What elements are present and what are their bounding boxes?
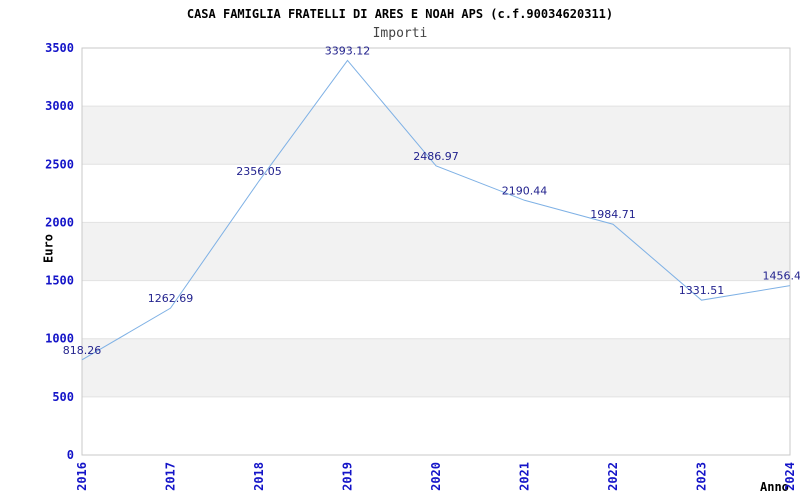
- x-tick-label: 2017: [164, 462, 178, 491]
- grid-band: [82, 222, 790, 281]
- x-tick-label: 2018: [252, 462, 266, 491]
- y-tick-label: 0: [67, 448, 74, 462]
- x-tick-label: 2016: [75, 462, 89, 491]
- y-tick-label: 500: [52, 390, 74, 404]
- x-tick-label: 2021: [518, 462, 532, 491]
- y-tick-label: 1500: [45, 274, 74, 288]
- data-point-label: 818.26: [63, 344, 102, 357]
- data-point-label: 2486.97: [413, 150, 459, 163]
- data-point-label: 3393.12: [325, 44, 371, 57]
- plot-border: [81, 47, 791, 456]
- data-point-label: 1456.4: [763, 270, 800, 283]
- data-point-label: 1331.51: [679, 284, 725, 297]
- y-tick-label: 3000: [45, 99, 74, 113]
- x-tick-label: 2024: [783, 462, 797, 491]
- x-tick-label: 2023: [695, 462, 709, 491]
- grid-band: [82, 338, 790, 397]
- data-point-label: 2190.44: [502, 184, 548, 197]
- grid-band: [82, 106, 790, 165]
- y-tick-label: 2000: [45, 215, 74, 229]
- chart-subtitle: Importi: [372, 26, 428, 41]
- data-point-label: 2356.05: [236, 165, 282, 178]
- x-tick-label: 2019: [341, 462, 355, 491]
- chart-title: CASA FAMIGLIA FRATELLI DI ARES E NOAH AP…: [186, 7, 614, 21]
- data-point-label: 1262.69: [148, 292, 194, 305]
- x-axis-title: Anno: [760, 480, 789, 494]
- x-tick-label: 2022: [606, 462, 620, 491]
- data-point-label: 1984.71: [590, 208, 636, 221]
- y-tick-label: 3500: [45, 41, 74, 55]
- y-tick-label: 2500: [45, 157, 74, 171]
- series-line: [81, 59, 791, 361]
- y-tick-label: 1000: [45, 332, 74, 346]
- x-tick-label: 2020: [429, 462, 443, 491]
